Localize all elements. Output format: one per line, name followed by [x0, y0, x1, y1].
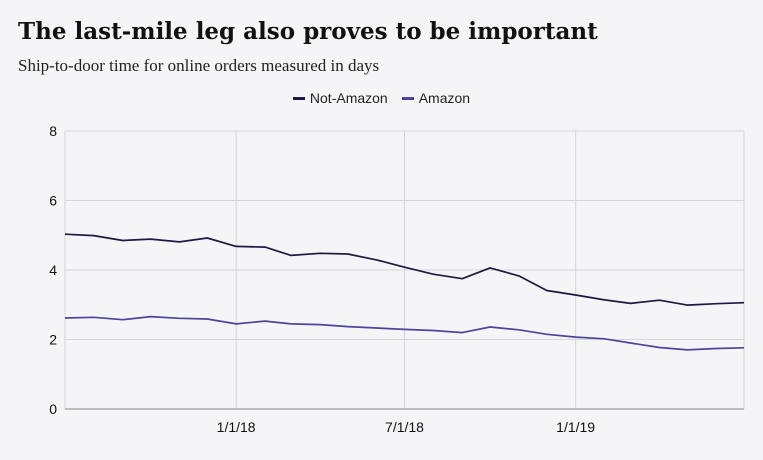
legend-swatch-not-amazon — [292, 96, 305, 100]
chart-subtitle: Ship-to-door time for online orders meas… — [18, 56, 380, 75]
y-tick-label: 2 — [49, 332, 57, 348]
x-tick-label: 7/1/18 — [385, 419, 424, 435]
legend-label-not-amazon: Not-Amazon — [309, 90, 388, 106]
legend-label-amazon: Amazon — [418, 90, 471, 106]
series-line-not-amazon — [64, 233, 745, 306]
y-tick-label: 0 — [49, 401, 57, 417]
x-tick-label: 1/1/19 — [556, 419, 595, 435]
x-tick-label: 1/1/18 — [217, 419, 256, 435]
legend-item-not-amazon[interactable]: Not-Amazon — [292, 90, 388, 106]
chart-title: The last-mile leg also proves to be impo… — [18, 18, 598, 45]
y-tick-label: 8 — [49, 123, 57, 139]
chart-legend: Not-Amazon Amazon — [0, 90, 763, 106]
y-tick-label: 4 — [49, 262, 57, 278]
y-tick-label: 6 — [49, 193, 57, 209]
legend-swatch-amazon — [401, 96, 414, 100]
series-line-amazon — [64, 315, 745, 351]
legend-item-amazon[interactable]: Amazon — [401, 90, 471, 106]
